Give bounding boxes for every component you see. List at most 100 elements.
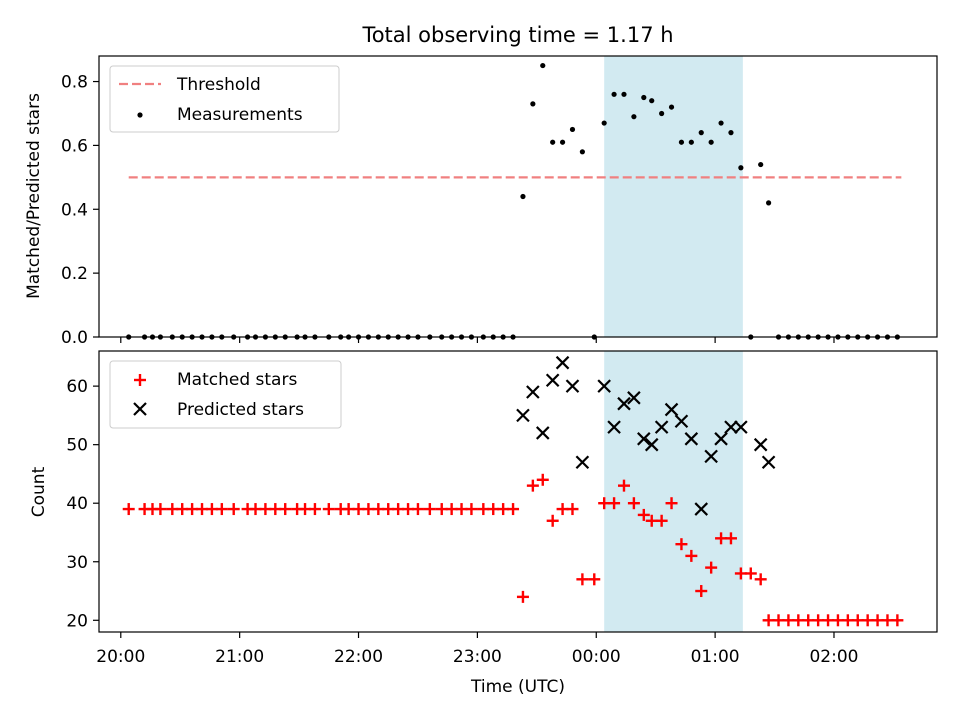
predicted-star-point-b: [724, 420, 738, 434]
matched-star-point: [322, 503, 335, 516]
predicted-star-point-b: [694, 502, 709, 516]
predicted-star-point-b: [535, 426, 550, 440]
measurement-point: [579, 149, 585, 155]
matched-legend-marker: [134, 374, 146, 386]
bottom-panel: 20 30 40 50 60 20:00 21:00 22:00 23:00 00:00 01:0…: [29, 350, 938, 697]
predicted-star-point: [694, 502, 709, 516]
predicted-star-point: [664, 402, 679, 417]
predicted-star-point-b: [637, 432, 651, 446]
predicted-star-point: [627, 391, 641, 405]
measurements-legend-marker: [137, 112, 143, 118]
matched-star-point: [744, 567, 757, 580]
predicted-star-point-b: [654, 420, 669, 434]
top-y-ticks: 0.0 0.2 0.4 0.6 0.8: [61, 73, 99, 348]
matched-legend-label: Matched stars: [177, 370, 297, 390]
y-tick-label: 20: [66, 611, 88, 631]
bottom-legend-box: [109, 360, 342, 429]
predicted-star-point-b: [575, 455, 590, 470]
bottom-highlight-span: [604, 351, 743, 632]
predicted-star-point-b: [684, 432, 699, 446]
measurement-point: [708, 139, 714, 145]
predicted-star-point-b: [555, 355, 570, 370]
predicted-star-point-b: [714, 432, 728, 446]
predicted-star-point-b: [644, 437, 659, 452]
predicted-star-point: [734, 420, 748, 434]
measurement-point: [718, 120, 724, 126]
matched-star-point: [526, 479, 539, 492]
matched-star-point: [227, 503, 240, 516]
matched-star-point: [536, 473, 549, 486]
predicted-star-point-b: [753, 437, 768, 452]
measurement-point: [631, 114, 637, 120]
y-tick-label: 0.4: [61, 200, 88, 220]
measurement-point: [540, 62, 546, 69]
measurement-point: [550, 139, 556, 145]
y-tick-label: 0.0: [61, 328, 88, 348]
x-tick-label: 02:00: [809, 647, 858, 667]
measurement-point: [698, 130, 704, 136]
threshold-legend-label: Threshold: [176, 75, 261, 95]
matched-star-point: [308, 503, 321, 516]
x-tick-label: 22:00: [334, 647, 383, 667]
matched-star-point: [754, 573, 767, 586]
y-tick-label: 0.6: [61, 136, 88, 156]
matched-star-point: [411, 503, 424, 516]
predicted-star-point-b: [545, 373, 560, 388]
predicted-star-point-b: [734, 420, 748, 434]
matched-star-point: [675, 538, 688, 551]
predicted-star-point-b: [526, 385, 540, 399]
top-panel: 0.00.20.40.60.8 Matched/Predicted stars …: [24, 55, 938, 348]
matched-star-point: [507, 503, 520, 516]
matched-star-point: [154, 503, 167, 516]
matched-star-point: [891, 614, 904, 627]
predicted-star-point-b: [597, 379, 611, 393]
measurement-point: [601, 120, 607, 126]
matched-star-point: [617, 479, 630, 492]
predicted-star-point: [724, 420, 738, 434]
x-tick-label: 21:00: [215, 647, 264, 667]
bottom-y-ticks: 20 30 40 50 60: [66, 377, 99, 631]
predicted-star-point: [535, 426, 550, 440]
measurement-point: [520, 193, 526, 200]
predicted-star-point: [597, 379, 611, 393]
predicted-legend-label: Predicted stars: [177, 400, 304, 420]
measurement-point: [559, 139, 566, 145]
predicted-star-point: [565, 379, 580, 393]
matched-star-point: [576, 573, 589, 586]
predicted-star-point: [545, 373, 560, 388]
predicted-star-point: [637, 432, 651, 446]
predicted-star-point-b: [704, 449, 718, 464]
y-tick-label: 60: [66, 377, 88, 397]
matched-star-point: [279, 503, 292, 516]
top-y-axis-label: Matched/Predicted stars: [24, 93, 44, 299]
matched-star-point: [695, 585, 708, 598]
measurement-point: [766, 200, 772, 206]
matched-star-point: [608, 497, 621, 510]
matched-star-point: [215, 503, 228, 516]
y-tick-label: 0.8: [61, 73, 88, 93]
measurement-point: [758, 161, 764, 168]
matched-star-point: [665, 497, 678, 510]
top-x-ticks: [120, 337, 835, 343]
matched-star-point: [655, 514, 668, 527]
x-axis-label: Time (UTC): [470, 677, 565, 697]
predicted-star-point-b: [664, 402, 679, 417]
measurement-point: [621, 91, 627, 97]
matched-star-point: [423, 503, 436, 516]
matched-star-point: [122, 503, 135, 516]
predicted-star-point: [684, 432, 699, 446]
predicted-star-point-b: [607, 420, 621, 434]
matched-star-point: [546, 514, 559, 527]
predicted-star-point: [617, 396, 631, 411]
predicted-legend-marker: [133, 402, 147, 416]
predicted-star-point-b: [516, 408, 530, 423]
x-tick-label: 23:00: [453, 647, 502, 667]
measurement-point: [530, 101, 536, 107]
y-tick-label: 0.2: [61, 264, 88, 284]
measurement-point: [668, 104, 675, 110]
matched-star-point: [637, 508, 650, 521]
bottom-legend: Matched stars Predicted stars: [109, 360, 342, 429]
predicted-star-point-b: [761, 455, 776, 470]
predicted-star-point: [714, 432, 728, 446]
x-tick-label: 01:00: [691, 647, 740, 667]
